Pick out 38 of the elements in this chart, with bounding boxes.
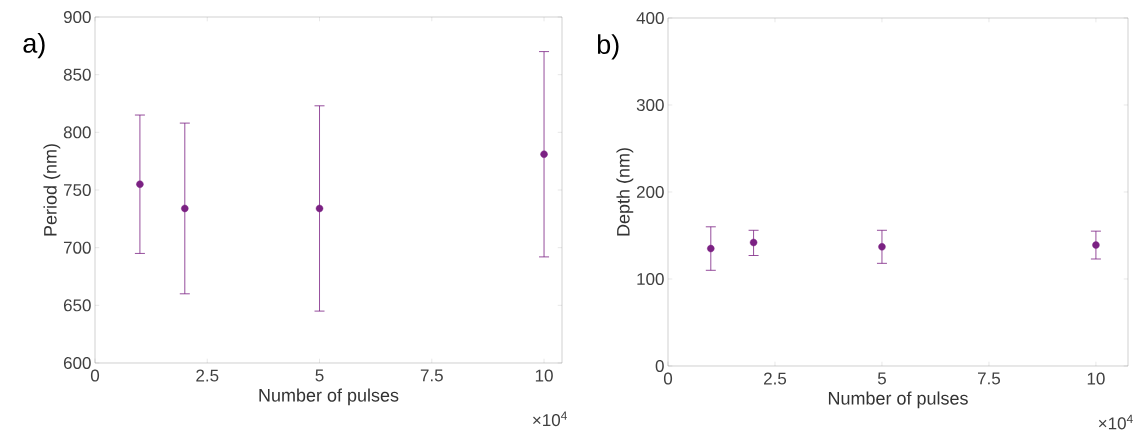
point [540,150,548,158]
x-axis-title: Number of pulses [828,391,968,409]
x-axis-title: Number of pulses [259,388,399,406]
point [878,243,886,251]
point [315,204,324,213]
point [181,204,189,213]
x-tick-label: 2.5 [196,369,219,382]
y-tick-label: 400 [636,11,664,25]
x-tick-label: 7.5 [978,372,1001,385]
y-tick-label: 0 [655,359,664,373]
y-tick-label: 850 [63,68,91,81]
y-tick-label: 650 [63,299,91,312]
y-tick-label: 200 [636,185,664,199]
y-tick-label: 750 [63,183,91,197]
x-tick-label: 0 [90,369,100,382]
x-tick-label: 5 [315,369,324,382]
y-axis-title: Period (nm) [43,144,61,236]
y-tick-label: 300 [636,98,664,112]
y-tick-label: 100 [637,272,664,286]
text: a) [23,33,45,59]
x-tick-label: 10 [1087,372,1105,385]
point [749,238,758,247]
x-tick-label: 0 [663,372,673,385]
y-tick-label: 900 [63,10,91,24]
text: b) [597,34,619,60]
point [1092,241,1100,249]
point [136,180,144,188]
y-tick-label: 600 [63,356,91,370]
point [707,244,715,253]
y-axis-title: Depth (nm) [616,148,634,236]
x-tick-label: 10 [535,369,553,382]
x-tick-label: 7.5 [420,369,443,382]
y-tick-label: 800 [63,126,91,139]
text: ×10$^{4}$ [533,411,567,427]
text: ×10$^{4}$ [1098,414,1133,430]
y-tick-label: 700 [63,241,91,254]
x-tick-label: 5 [877,372,886,385]
x-tick-label: 2.5 [764,372,787,385]
